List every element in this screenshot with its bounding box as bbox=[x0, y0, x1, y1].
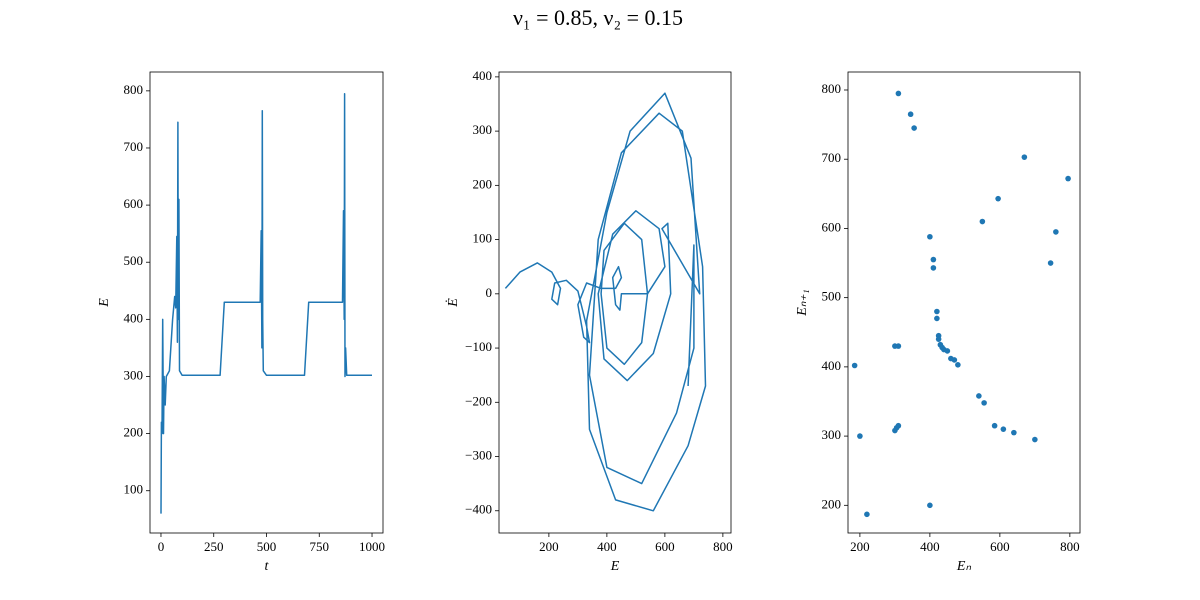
scatter-point bbox=[995, 195, 1001, 202]
scatter-point bbox=[930, 265, 937, 271]
scatter-point bbox=[1032, 436, 1038, 443]
axes-frame bbox=[149, 71, 384, 534]
scatter-point bbox=[981, 400, 987, 406]
y-tick-label: 100 bbox=[473, 231, 493, 246]
scatter-point bbox=[1011, 429, 1017, 436]
y-tick-label: 400 bbox=[822, 358, 842, 373]
scatter-point bbox=[934, 315, 940, 322]
y-tick-label: 300 bbox=[124, 367, 144, 382]
y-tick-label: 700 bbox=[822, 150, 842, 165]
scatter-point bbox=[927, 233, 933, 240]
scatter-point bbox=[951, 357, 958, 363]
y-tick-label: 300 bbox=[473, 122, 493, 137]
x-tick-label: 0 bbox=[158, 539, 165, 554]
y-tick-label: 600 bbox=[822, 219, 842, 234]
y-tick-label: 700 bbox=[124, 139, 144, 154]
scatter-point bbox=[934, 308, 940, 315]
axes-frame bbox=[847, 71, 1081, 534]
scatter-point bbox=[944, 348, 951, 354]
scatter-point bbox=[1065, 175, 1071, 182]
scatter-point bbox=[895, 90, 902, 97]
y-tick-label: 400 bbox=[124, 310, 144, 325]
x-tick-label: 800 bbox=[1060, 539, 1080, 554]
y-tick-label: 500 bbox=[124, 253, 144, 268]
x-axis-label: E bbox=[610, 559, 620, 574]
x-tick-label: 200 bbox=[850, 539, 870, 554]
y-tick-label: 0 bbox=[486, 285, 493, 300]
x-tick-label: 250 bbox=[204, 539, 224, 554]
scatter-point bbox=[1000, 426, 1007, 432]
scatter-point bbox=[911, 125, 917, 131]
y-axis-label: Eₙ₊₁ bbox=[795, 289, 810, 316]
y-tick-label: 400 bbox=[473, 68, 493, 83]
x-axis-label: t bbox=[265, 559, 270, 574]
y-tick-label: −300 bbox=[465, 448, 492, 463]
y-axis-label: Ė bbox=[445, 298, 461, 308]
x-tick-label: 600 bbox=[655, 539, 675, 554]
y-tick-label: −200 bbox=[465, 393, 492, 408]
y-tick-label: −100 bbox=[465, 339, 492, 354]
scatter-point bbox=[907, 111, 914, 118]
scatter-point bbox=[857, 433, 863, 439]
scatter-point bbox=[1021, 154, 1028, 160]
scatter-point bbox=[895, 422, 902, 429]
y-tick-label: 600 bbox=[124, 196, 144, 211]
y-tick-label: 200 bbox=[473, 176, 493, 191]
data-line bbox=[504, 92, 707, 512]
scatter-point bbox=[864, 511, 870, 518]
axes-frame bbox=[498, 71, 732, 534]
scatter-point bbox=[927, 502, 933, 509]
scatter-point bbox=[991, 422, 998, 429]
scatter-point bbox=[935, 336, 942, 342]
y-tick-label: 800 bbox=[124, 82, 144, 97]
x-tick-label: 500 bbox=[257, 539, 277, 554]
y-tick-label: 200 bbox=[124, 425, 144, 440]
y-tick-label: 500 bbox=[822, 289, 842, 304]
y-tick-label: 200 bbox=[822, 496, 842, 511]
y-tick-label: 100 bbox=[124, 482, 144, 497]
y-tick-label: 300 bbox=[822, 427, 842, 442]
scatter-point bbox=[895, 343, 902, 349]
x-tick-label: 400 bbox=[920, 539, 940, 554]
x-tick-label: 800 bbox=[713, 539, 733, 554]
scatter-point bbox=[1047, 260, 1054, 266]
scatter-point bbox=[930, 256, 937, 263]
x-tick-label: 600 bbox=[990, 539, 1010, 554]
scatter-point bbox=[1053, 229, 1059, 235]
x-tick-label: 750 bbox=[310, 539, 330, 554]
y-tick-label: −400 bbox=[465, 502, 492, 517]
y-axis-label: E bbox=[97, 298, 112, 308]
scatter-point bbox=[979, 218, 986, 225]
y-tick-label: 800 bbox=[822, 81, 842, 96]
scatter-point bbox=[976, 393, 982, 399]
figure-title: ν₁ = 0.85, ν₂ = 0.15 bbox=[513, 5, 683, 30]
scatter-point bbox=[955, 361, 961, 368]
x-tick-label: 200 bbox=[539, 539, 559, 554]
x-tick-label: 400 bbox=[597, 539, 617, 554]
x-axis-label: Eₙ bbox=[956, 559, 972, 574]
data-line bbox=[160, 92, 372, 514]
scatter-point bbox=[851, 362, 858, 369]
x-tick-label: 1000 bbox=[359, 539, 385, 554]
